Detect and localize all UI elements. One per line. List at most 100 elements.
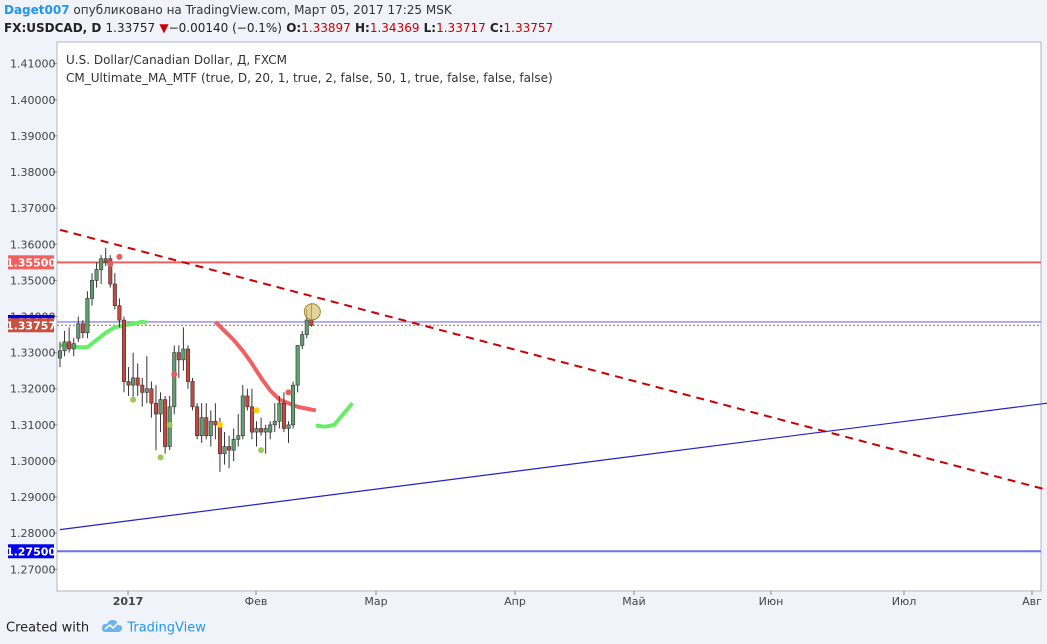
price-tag bbox=[8, 255, 54, 270]
high-label: H: bbox=[355, 21, 370, 35]
open-value: 1.33897 bbox=[301, 21, 351, 35]
x-tick-label: Фев bbox=[245, 595, 268, 608]
x-tick-label: Апр bbox=[504, 595, 526, 608]
resistance-trendline bbox=[59, 228, 1047, 491]
support-trendline bbox=[59, 402, 1047, 531]
x-tick-label: 2017 bbox=[113, 595, 144, 608]
candle-down bbox=[140, 384, 145, 393]
change-value: −0.00140 (−0.1%) bbox=[168, 21, 282, 35]
price-tag bbox=[8, 318, 54, 333]
time-axis[interactable]: 2017 Фев Мар Апр Май Июн Июл Авг bbox=[113, 591, 1042, 608]
y-tick-label: 1.40000 bbox=[10, 94, 56, 107]
plot-area[interactable] bbox=[56, 41, 1042, 592]
candle-down bbox=[213, 420, 218, 426]
footer: Created with TradingView bbox=[6, 619, 206, 637]
candle-up bbox=[85, 298, 90, 334]
publish-info: Daget007 опубликовано на TradingView.com… bbox=[4, 3, 452, 17]
candle-up bbox=[286, 424, 291, 429]
tradingview-link[interactable]: TradingView bbox=[127, 620, 206, 636]
candle-up bbox=[172, 352, 177, 408]
signal-dot bbox=[116, 253, 123, 260]
candle-up bbox=[99, 258, 104, 270]
cloud-icon bbox=[101, 619, 123, 637]
y-tick-label: 1.31000 bbox=[10, 419, 56, 432]
indicator-label: CM_Ultimate_MA_MTF (true, D, 20, 1, true… bbox=[66, 71, 553, 85]
open-label: O: bbox=[286, 21, 302, 35]
close-value: 1.33757 bbox=[503, 21, 554, 35]
candle-down bbox=[112, 283, 117, 306]
candle-down bbox=[185, 348, 190, 382]
candles bbox=[57, 247, 314, 472]
candle-up bbox=[181, 348, 186, 361]
highlight-marker bbox=[303, 303, 321, 321]
candle-up bbox=[158, 399, 163, 415]
candle-up bbox=[295, 345, 300, 386]
low-value: 1.33717 bbox=[436, 21, 486, 35]
signal-dot bbox=[107, 261, 114, 268]
username-link[interactable]: Daget007 bbox=[4, 3, 70, 17]
low-label: L: bbox=[423, 21, 437, 35]
candle-down bbox=[190, 381, 195, 408]
y-tick-label: 1.28000 bbox=[10, 527, 56, 540]
y-tick-label: 1.30000 bbox=[10, 455, 56, 468]
chart-title: U.S. Dollar/Canadian Dollar, Д, FXCM bbox=[66, 53, 287, 67]
candle-down bbox=[80, 323, 85, 334]
candle-down bbox=[176, 352, 181, 361]
candle-up bbox=[131, 377, 136, 386]
candle-up bbox=[57, 350, 62, 359]
candle-up bbox=[300, 334, 305, 346]
x-tick-label: Май bbox=[622, 595, 645, 608]
y-tick-label: 1.41000 bbox=[10, 58, 56, 71]
created-with-text: Created with bbox=[6, 620, 90, 636]
candle-up bbox=[263, 428, 268, 433]
candle-down bbox=[103, 258, 108, 263]
candle-down bbox=[121, 319, 126, 382]
candle-up bbox=[222, 446, 227, 455]
y-tick-label: 1.38000 bbox=[10, 166, 56, 179]
candle-up bbox=[231, 439, 236, 451]
price-axis[interactable]: 1.41000 1.40000 1.39000 1.38000 1.37000 1.360… bbox=[10, 58, 57, 577]
candle-up bbox=[199, 417, 204, 436]
candle-down bbox=[249, 406, 254, 433]
y-tick-label: 1.39000 bbox=[10, 130, 56, 143]
y-tick-label: 1.36000 bbox=[10, 238, 56, 251]
y-tick-label: 1.33000 bbox=[10, 347, 56, 360]
candle-up bbox=[291, 384, 296, 426]
y-tick-label: 1.27000 bbox=[10, 563, 56, 576]
candle-up bbox=[304, 319, 309, 335]
signal-dot bbox=[285, 389, 292, 396]
signal-dot bbox=[216, 421, 223, 428]
price-tag-label: 1.27500 bbox=[6, 545, 56, 558]
trendlines[interactable] bbox=[59, 228, 1047, 531]
candle-up bbox=[254, 428, 259, 433]
price-tag-label: 1.35500 bbox=[6, 256, 56, 269]
candle-up bbox=[76, 323, 81, 339]
x-tick-label: Мар bbox=[364, 595, 387, 608]
candle-up bbox=[236, 435, 241, 440]
symbol-label: FX:USDCAD, D bbox=[4, 21, 102, 35]
candle-down bbox=[135, 377, 140, 386]
signal-dot bbox=[253, 407, 260, 414]
y-tick-label: 1.29000 bbox=[10, 491, 56, 504]
down-arrow-icon: ▼ bbox=[159, 21, 169, 35]
publish-text: опубликовано на TradingView.com, Март 05… bbox=[73, 3, 452, 17]
price-tag-label: 1.33757 bbox=[6, 319, 56, 332]
candle-down bbox=[117, 305, 122, 321]
candle-down bbox=[108, 258, 113, 285]
candle-down bbox=[153, 402, 158, 415]
last-price: 1.33757 bbox=[105, 21, 156, 35]
candle-down bbox=[259, 428, 264, 433]
signal-dot bbox=[130, 396, 137, 403]
x-tick-label: Июл bbox=[892, 595, 917, 608]
candle-down bbox=[149, 388, 154, 404]
candle-up bbox=[268, 424, 273, 433]
candle-down bbox=[67, 341, 72, 350]
price-tag bbox=[8, 544, 54, 559]
candle-down bbox=[227, 446, 232, 451]
x-tick-label: Июн bbox=[759, 595, 784, 608]
candle-up bbox=[277, 402, 282, 422]
candle-up bbox=[272, 420, 277, 426]
candle-down bbox=[163, 399, 168, 447]
